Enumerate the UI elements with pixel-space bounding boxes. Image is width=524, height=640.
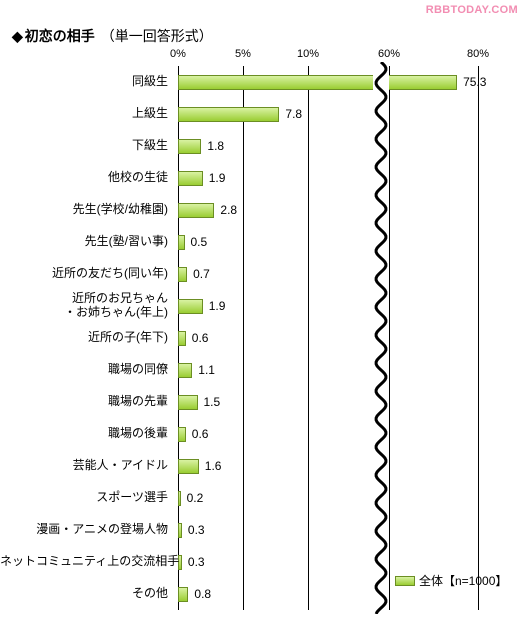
bar [178, 203, 214, 218]
value-label: 0.7 [193, 267, 210, 282]
bar [178, 395, 198, 410]
category-label: 漫画・アニメの登場人物 [0, 523, 168, 537]
value-label: 1.8 [207, 139, 224, 154]
title-diamond: ◆ [12, 28, 23, 45]
axis-tick-label: 80% [467, 48, 489, 60]
gridline [308, 66, 309, 610]
bar [178, 587, 188, 602]
category-label: 職場の後輩 [0, 427, 168, 441]
value-label: 1.9 [209, 299, 226, 314]
category-label: 他校の生徒 [0, 171, 168, 185]
category-label: 職場の先輩 [0, 395, 168, 409]
value-label: 0.3 [188, 523, 205, 538]
bar [178, 523, 182, 538]
value-label: 75.3 [463, 75, 486, 90]
legend: 全体【n=1000】 [395, 572, 507, 589]
value-label: 0.8 [194, 587, 211, 602]
value-label: 0.6 [192, 331, 209, 346]
value-label: 1.1 [198, 363, 215, 378]
bar [178, 139, 201, 154]
category-label: 先生(学校/幼稚園) [0, 203, 168, 217]
bar [178, 427, 186, 442]
axis-tick-label: 0% [170, 48, 186, 60]
bar [178, 107, 279, 122]
value-label: 0.2 [187, 491, 204, 506]
value-label: 1.6 [205, 459, 222, 474]
axis-tick-label: 10% [297, 48, 319, 60]
category-label: スポーツ選手 [0, 491, 168, 505]
category-label: 上級生 [0, 107, 168, 121]
title-subtitle: （単一回答形式） [101, 28, 213, 44]
category-label: その他 [0, 587, 168, 601]
axis-tick-label: 60% [378, 48, 400, 60]
bar [178, 363, 192, 378]
value-label: 1.9 [209, 171, 226, 186]
value-label: 7.8 [285, 107, 302, 122]
category-label: 芸能人・アイドル [0, 459, 168, 473]
category-label: 同級生 [0, 75, 168, 89]
category-label: ネットコミュニティ上の交流相手 [0, 555, 168, 569]
legend-label: 全体【n=1000】 [419, 572, 507, 589]
category-label: 職場の同僚 [0, 363, 168, 377]
category-label: 近所のお兄ちゃん ・お姉ちゃん(年上) [0, 292, 168, 320]
bar [178, 267, 187, 282]
category-label: 近所の子(年下) [0, 331, 168, 345]
bar [178, 491, 181, 506]
axis-break-wave [369, 62, 393, 614]
bar [178, 235, 185, 250]
bar [178, 171, 203, 186]
value-label: 2.8 [220, 203, 237, 218]
bar [178, 75, 457, 90]
chart-title: ◆初恋の相手 （単一回答形式） [12, 26, 213, 46]
gridline [243, 66, 244, 610]
title-text: 初恋の相手 [25, 28, 95, 44]
axis-tick-label: 5% [235, 48, 251, 60]
bar [178, 331, 186, 346]
category-label: 下級生 [0, 139, 168, 153]
bar [178, 299, 203, 314]
value-label: 0.3 [188, 555, 205, 570]
legend-swatch [395, 576, 415, 586]
value-label: 0.6 [192, 427, 209, 442]
value-label: 1.5 [204, 395, 221, 410]
category-label: 近所の友だち(同い年) [0, 267, 168, 281]
value-label: 0.5 [191, 235, 208, 250]
category-label: 先生(塾/習い事) [0, 235, 168, 249]
bar [178, 459, 199, 474]
gridline [478, 66, 479, 610]
watermark: RBBTODAY.COM [426, 4, 518, 16]
